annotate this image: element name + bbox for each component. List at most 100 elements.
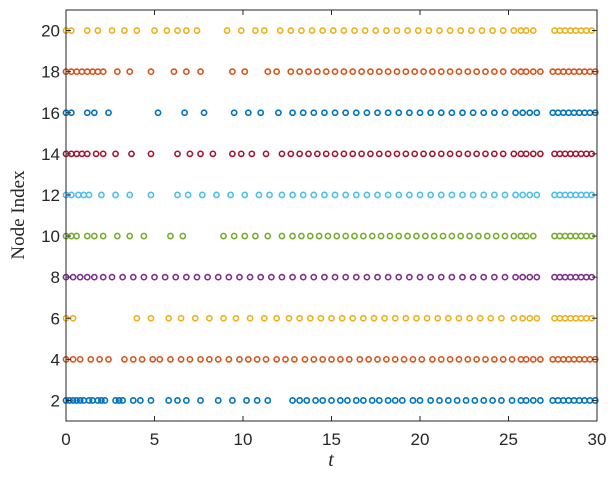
event-marker [437, 355, 445, 363]
event-marker [423, 314, 431, 322]
event-marker [296, 150, 304, 158]
event-marker [165, 314, 173, 322]
event-marker [90, 109, 98, 117]
event-marker [358, 150, 365, 158]
event-marker [246, 314, 254, 322]
event-marker [510, 27, 518, 34]
event-marker [213, 191, 220, 199]
event-marker [209, 150, 217, 158]
event-marker [322, 150, 330, 158]
event-marker [73, 397, 81, 404]
event-marker [536, 68, 544, 76]
event-marker [317, 314, 325, 322]
event-marker [98, 191, 105, 199]
event-marker [133, 27, 141, 34]
event-marker [308, 27, 316, 34]
event-marker [446, 27, 454, 34]
event-marker [344, 397, 351, 404]
x-axis-label: t [328, 449, 334, 471]
event-marker [264, 232, 272, 240]
event-marker [363, 273, 371, 281]
event-marker [519, 109, 527, 117]
event-marker [273, 314, 281, 322]
event-marker [163, 27, 171, 34]
event-marker [437, 191, 445, 199]
event-marker [487, 314, 495, 322]
y-tick-label: 4 [51, 350, 60, 369]
event-marker [312, 397, 319, 404]
event-marker [359, 397, 367, 404]
event-marker [501, 109, 509, 117]
event-marker [420, 68, 427, 76]
event-marker [236, 273, 243, 281]
event-marker [446, 150, 454, 158]
event-marker [368, 397, 376, 404]
event-marker [310, 355, 318, 363]
event-marker [129, 273, 137, 281]
marker-layer [62, 27, 599, 404]
event-marker [299, 273, 307, 281]
event-marker [186, 150, 194, 158]
event-marker [228, 150, 236, 158]
event-marker [434, 314, 442, 322]
event-marker [121, 27, 128, 34]
event-marker [73, 232, 81, 240]
event-marker [473, 150, 481, 158]
event-marker [133, 314, 141, 322]
event-marker [298, 27, 305, 34]
event-marker [469, 273, 477, 281]
series-node-2 [62, 397, 599, 404]
x-tick-label: 15 [322, 430, 341, 449]
event-marker [129, 355, 137, 363]
event-marker [319, 27, 327, 34]
event-marker [413, 314, 420, 322]
event-marker [99, 232, 107, 240]
event-marker [161, 273, 169, 281]
event-marker [230, 109, 238, 117]
event-marker [473, 68, 481, 76]
event-marker [469, 109, 477, 117]
event-marker [482, 68, 489, 76]
event-marker [331, 150, 339, 158]
event-marker [490, 109, 498, 117]
event-marker [151, 273, 158, 281]
event-marker [395, 273, 403, 281]
event-marker [446, 355, 454, 363]
event-marker [319, 397, 327, 404]
event-marker [428, 150, 436, 158]
event-marker [296, 314, 304, 322]
event-marker [301, 355, 309, 363]
event-marker [381, 314, 388, 322]
event-marker [457, 232, 465, 240]
x-tick-label: 25 [499, 430, 518, 449]
event-marker [244, 109, 252, 117]
event-marker [174, 27, 181, 34]
event-marker [368, 232, 376, 240]
event-marker [76, 273, 84, 281]
event-marker [459, 191, 466, 199]
event-marker [319, 355, 327, 363]
event-marker [96, 355, 104, 363]
event-marker [342, 109, 350, 117]
event-marker [126, 191, 134, 199]
event-marker [393, 27, 401, 34]
event-marker [193, 27, 201, 34]
event-marker [469, 191, 477, 199]
y-tick-label: 14 [41, 145, 60, 164]
event-marker [205, 314, 213, 322]
event-marker [113, 68, 121, 76]
event-marker [444, 314, 452, 322]
event-marker [181, 109, 188, 117]
event-marker [136, 397, 144, 404]
series-node-4 [62, 355, 599, 363]
event-marker [402, 68, 410, 76]
event-marker [448, 109, 456, 117]
event-marker [498, 397, 505, 404]
event-marker [519, 314, 527, 322]
event-marker [374, 273, 381, 281]
y-tick-label: 18 [41, 63, 60, 82]
event-marker [508, 397, 516, 404]
event-marker [92, 150, 100, 158]
event-marker [448, 232, 456, 240]
event-marker [223, 27, 231, 34]
